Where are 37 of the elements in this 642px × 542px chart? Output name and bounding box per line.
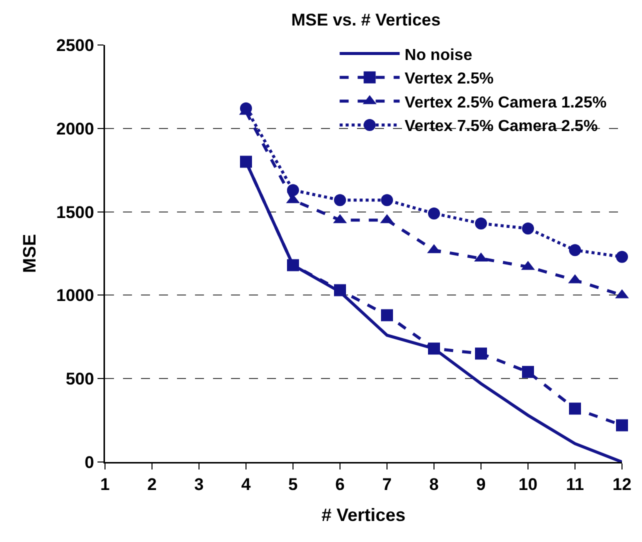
x-tick-label: 7 [382, 474, 392, 494]
point [381, 309, 393, 322]
legend-label: No noise [404, 46, 472, 64]
point [616, 250, 628, 263]
y-tick-label: 500 [66, 370, 94, 389]
legend-label: Vertex 7.5% Camera 2.5% [404, 118, 598, 136]
point [381, 194, 393, 206]
x-tick-label: 8 [429, 474, 439, 494]
x-axis-title: # Vertices [321, 504, 406, 525]
y-tick-label: 1500 [56, 202, 94, 222]
y-tick-label: 2000 [56, 119, 94, 138]
point [616, 419, 628, 432]
x-tick-label: 5 [288, 474, 298, 494]
point [569, 244, 581, 256]
x-tick-label: 11 [566, 474, 584, 494]
y-tick-label: 1000 [56, 286, 94, 306]
x-tick-label: 6 [335, 474, 345, 494]
point [334, 194, 346, 206]
y-tick-label: 2500 [56, 36, 94, 55]
y-axis-title: MSE [20, 234, 40, 274]
legend-label: Vertex 2.5% [404, 70, 494, 88]
x-tick-label: 1 [100, 474, 110, 494]
point [428, 207, 440, 220]
x-tick-label: 10 [518, 474, 538, 494]
legend-label: Vertex 2.5% Camera 1.25% [404, 94, 607, 112]
y-tick-label: 0 [84, 452, 94, 472]
chart-title: MSE vs. # Vertices [291, 10, 441, 30]
point [522, 222, 534, 234]
point [569, 402, 581, 415]
x-tick-label: 12 [612, 474, 632, 494]
x-tick-label: 9 [476, 474, 486, 494]
point [475, 348, 487, 360]
x-tick-label: 2 [147, 474, 157, 494]
x-tick-label: 4 [241, 474, 252, 494]
x-tick-label: 3 [194, 474, 204, 494]
point [522, 366, 534, 378]
point [475, 217, 487, 230]
